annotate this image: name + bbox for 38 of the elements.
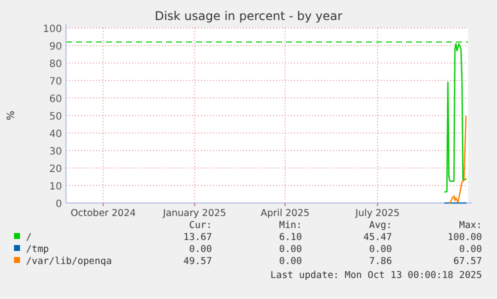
- text: 0.00: [279, 244, 302, 255]
- y-tick-label: 100: [42, 24, 62, 35]
- text: 0.00: [459, 244, 482, 255]
- y-axis-title: %: [6, 110, 17, 120]
- y-tick-label: 20: [49, 164, 62, 175]
- text: 0.00: [369, 244, 392, 255]
- y-tick-label: 40: [49, 129, 62, 140]
- legend-label: /var/lib/openqa: [26, 256, 112, 267]
- text: 45.47: [363, 232, 392, 243]
- text: 67.57: [453, 256, 482, 267]
- text: 0.00: [189, 244, 212, 255]
- y-tick-label: 30: [49, 146, 62, 158]
- y-tick-label: 60: [49, 94, 62, 105]
- y-tick-label: 80: [49, 59, 62, 70]
- text: 100.00: [448, 232, 482, 243]
- text: Max:: [459, 220, 482, 231]
- text: Min:: [279, 220, 302, 231]
- y-tick-label: 10: [49, 182, 62, 192]
- y-tick-label: 50: [49, 112, 62, 122]
- legend-label: /: [26, 232, 32, 243]
- line-series: [449, 116, 467, 204]
- x-tick-label: July 2025: [354, 208, 400, 219]
- y-tick-label: 70: [49, 76, 62, 88]
- text: 6.10: [279, 232, 302, 243]
- legend-label: /tmp: [26, 244, 50, 255]
- x-tick-label: January 2025: [162, 208, 226, 219]
- text: 0.00: [279, 256, 302, 267]
- x-tick-label: October 2024: [70, 208, 136, 219]
- text: Avg:: [369, 220, 392, 231]
- text: Cur:: [189, 220, 212, 231]
- chart-title: Disk usage in percent - by year: [154, 9, 342, 23]
- text: Last update: Mon Oct 13 00:00:18 2025: [270, 270, 482, 281]
- text: 7.86: [369, 256, 392, 267]
- y-tick-label: 0: [56, 199, 62, 210]
- text: 13.67: [183, 232, 212, 243]
- text: 49.57: [183, 256, 212, 267]
- x-tick-label: April 2025: [260, 208, 310, 219]
- y-tick-label: 90: [49, 42, 62, 52]
